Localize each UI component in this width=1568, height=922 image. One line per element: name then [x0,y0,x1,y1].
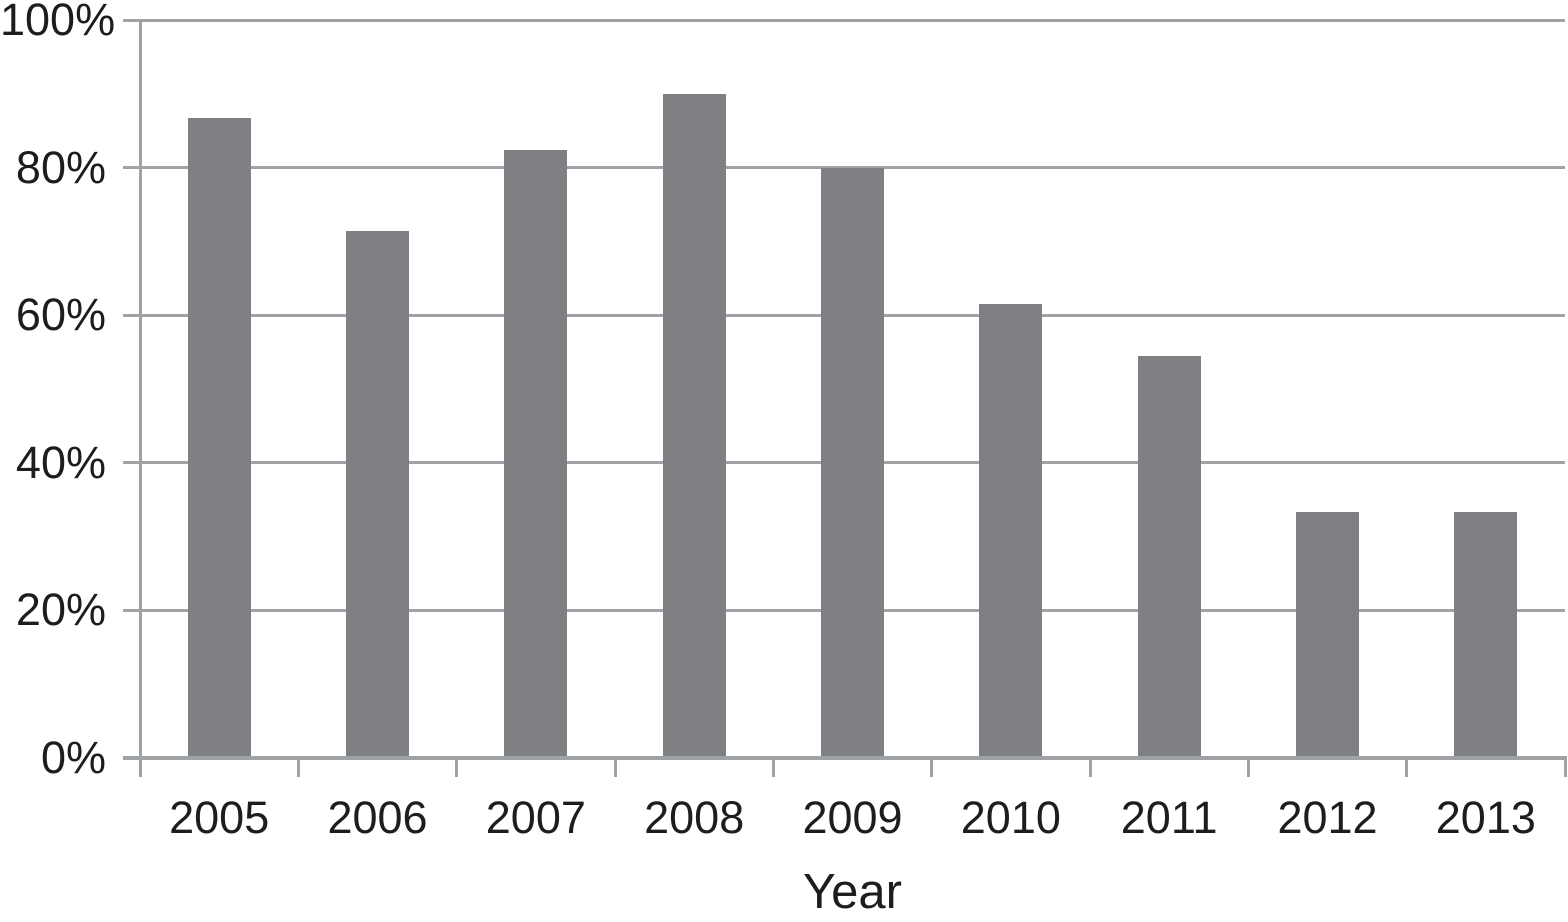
x-axis-tick [1246,758,1250,777]
bar [504,149,568,758]
x-axis-tick [455,758,459,777]
y-axis-tick-label: 20% [15,584,106,636]
x-axis-tick-label: 2006 [327,792,428,843]
bar [820,167,885,758]
y-axis-line [138,20,142,777]
bar [1454,512,1518,758]
x-axis-tick-label: 2013 [1435,792,1536,843]
y-axis-tick [123,313,140,317]
x-axis-title: Year [802,865,902,919]
bar [1295,512,1360,758]
x-axis-tick-label: 2007 [485,792,586,843]
y-axis-tick-label: 40% [15,436,106,488]
gridline [140,18,1565,22]
x-axis-tick [1563,758,1567,777]
bar [979,304,1043,758]
x-axis-tick-label: 2008 [644,792,745,843]
x-axis-tick-label: 2010 [960,792,1061,843]
y-axis-tick-label: 80% [15,141,106,193]
y-axis-tick [123,608,140,612]
x-axis-tick-label: 2005 [169,792,270,843]
y-axis-tick-label: 0% [40,732,106,783]
y-axis-tick [123,18,140,22]
x-axis-tick [771,758,775,777]
y-axis-tick-label: 100% [0,0,116,45]
x-axis-tick-label: 2009 [802,792,903,843]
bar [662,93,726,758]
x-axis-tick [296,758,300,777]
bar [1137,355,1201,758]
y-axis-tick [123,166,140,170]
y-axis-tick-label: 60% [15,289,106,341]
x-axis-tick [930,758,934,777]
x-axis-tick [1405,758,1409,777]
bar [345,231,410,758]
x-axis-tick [613,758,617,777]
x-axis-tick-label: 2011 [1120,792,1218,843]
x-axis-line [123,756,1567,760]
x-axis-tick-label: 2012 [1277,792,1378,843]
y-axis-tick [123,461,140,465]
bar [187,118,251,758]
x-axis-tick [1088,758,1092,777]
